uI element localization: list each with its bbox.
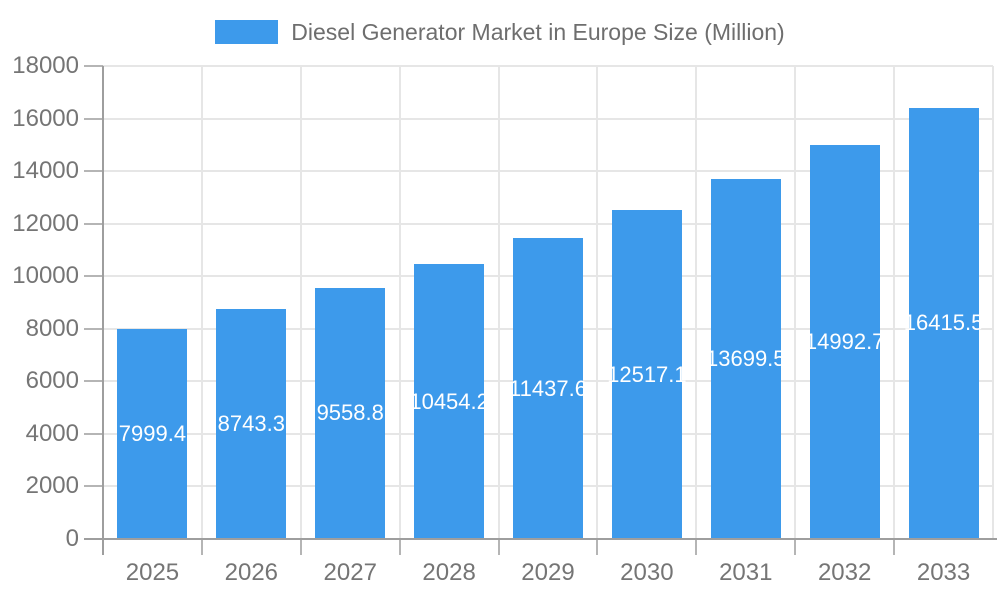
- bar-value-label: 11437.6: [509, 375, 587, 401]
- y-grid-line: [103, 170, 993, 173]
- x-tick-label: 2032: [817, 559, 872, 586]
- x-tick-label: 2027: [323, 559, 377, 586]
- y-tick-label: 10000: [12, 262, 79, 290]
- x-tick-mark: [596, 540, 599, 555]
- y-tick-mark: [84, 117, 103, 120]
- y-grid-line: [103, 65, 993, 67]
- y-tick-mark: [84, 275, 103, 278]
- bar[interactable]: [513, 238, 583, 539]
- legend-swatch: [215, 20, 279, 44]
- y-tick-mark: [84, 327, 103, 330]
- bar-value-label: 13699.5: [706, 346, 786, 371]
- y-grid-line: [103, 222, 993, 225]
- x-tick-mark: [695, 540, 698, 555]
- x-tick-label: 2030: [620, 559, 674, 586]
- x-tick-label: 2026: [224, 559, 279, 586]
- x-grid-line: [695, 66, 698, 539]
- x-grid-line: [794, 66, 797, 539]
- y-tick-mark: [84, 432, 103, 435]
- x-tick-mark: [200, 540, 203, 555]
- bar-value-label: 14992.7: [804, 329, 885, 354]
- x-grid-line: [596, 66, 599, 539]
- x-tick-mark: [893, 540, 896, 555]
- y-tick-mark: [84, 170, 103, 173]
- x-tick-label: 2025: [125, 559, 180, 586]
- x-grid-line: [893, 66, 896, 539]
- x-tick-mark: [497, 540, 500, 555]
- x-tick-label: 2029: [521, 559, 575, 586]
- x-axis-line: [84, 538, 997, 540]
- bar-value-label: 10454.2: [409, 388, 489, 414]
- bar-value-label: 8743.3: [217, 411, 285, 437]
- y-tick-label: 4000: [25, 419, 79, 447]
- bar[interactable]: [315, 287, 386, 539]
- y-tick-label: 18000: [12, 52, 79, 79]
- y-tick-label: 12000: [12, 209, 79, 237]
- bar-value-label: 12517.1: [607, 361, 687, 387]
- x-grid-line: [497, 66, 500, 539]
- legend[interactable]: Diesel Generator Market in Europe Size (…: [0, 18, 1000, 46]
- bar[interactable]: [710, 179, 781, 539]
- x-tick-label: 2028: [422, 559, 476, 586]
- bar[interactable]: [611, 210, 682, 539]
- bar[interactable]: [414, 264, 485, 539]
- y-tick-label: 2000: [25, 472, 79, 500]
- y-grid-line: [103, 117, 993, 120]
- bar[interactable]: [809, 145, 880, 539]
- y-tick-label: 8000: [25, 314, 79, 342]
- x-tick-label: 2031: [719, 559, 773, 586]
- bar-value-label: 16415.5: [903, 310, 984, 336]
- y-tick-label: 16000: [12, 104, 79, 132]
- x-grid-line: [992, 66, 994, 539]
- y-tick-label: 14000: [12, 157, 79, 185]
- y-axis-line: [102, 66, 104, 555]
- y-tick-mark: [84, 222, 103, 225]
- bar[interactable]: [117, 328, 188, 539]
- x-grid-line: [299, 66, 302, 539]
- x-tick-mark: [299, 540, 302, 555]
- legend-label: Diesel Generator Market in Europe Size (…: [291, 18, 785, 45]
- x-tick-mark: [398, 540, 401, 555]
- y-tick-mark: [84, 65, 103, 67]
- y-tick-mark: [84, 485, 103, 488]
- y-tick-mark: [84, 380, 103, 383]
- x-grid-line: [398, 66, 401, 539]
- x-tick-label: 2033: [916, 559, 971, 586]
- y-tick-label: 6000: [25, 367, 79, 395]
- y-tick-label: 0: [65, 525, 79, 552]
- bar-value-label: 9558.8: [316, 400, 384, 426]
- x-tick-mark: [794, 540, 797, 555]
- bar[interactable]: [908, 107, 979, 539]
- x-grid-line: [200, 66, 203, 539]
- bar-value-label: 7999.4: [118, 420, 187, 446]
- bar[interactable]: [216, 309, 287, 539]
